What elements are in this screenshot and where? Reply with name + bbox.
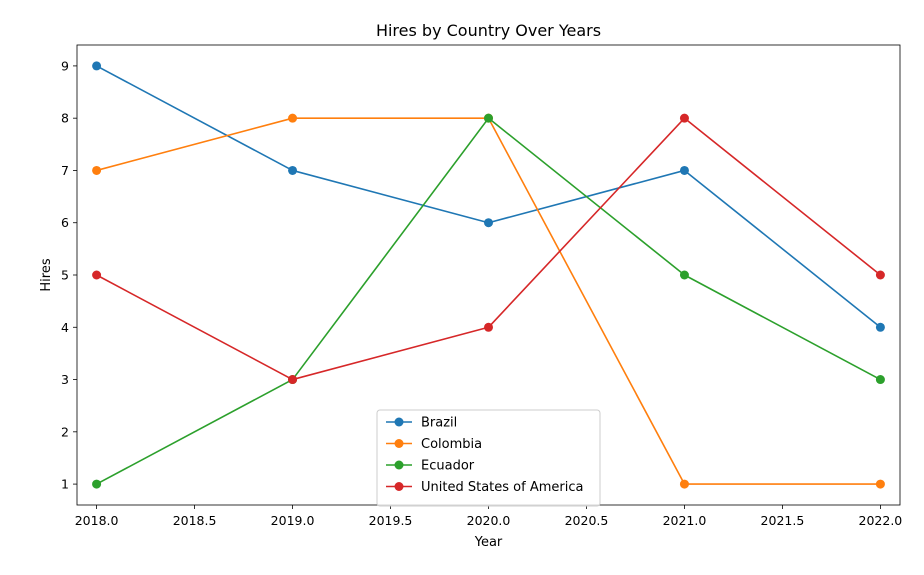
x-tick-label: 2018.0 <box>75 513 119 528</box>
data-point <box>288 113 298 123</box>
y-axis-label: Hires <box>39 258 54 291</box>
data-point <box>679 165 689 175</box>
y-axis: 1 2 3 4 5 6 7 8 9 <box>61 58 77 492</box>
data-point <box>875 479 885 489</box>
y-tick-label: 9 <box>61 58 69 73</box>
legend-label: Brazil <box>421 416 457 431</box>
series-layer <box>92 61 885 489</box>
legend-label: Ecuador <box>421 459 475 474</box>
y-tick-label: 6 <box>61 215 69 230</box>
data-point <box>288 375 298 385</box>
legend: Brazil Colombia Ecuador United States of Am… <box>376 409 601 507</box>
data-point <box>679 270 689 280</box>
y-tick-label: 2 <box>61 424 69 439</box>
legend-swatch-marker <box>394 417 404 427</box>
data-point <box>875 270 885 280</box>
x-tick-label: 2019.0 <box>271 513 315 528</box>
x-tick-label: 2022.0 <box>859 513 903 528</box>
y-tick-label: 5 <box>61 268 69 283</box>
data-point <box>92 165 102 175</box>
data-point <box>484 218 493 228</box>
data-point <box>679 479 689 489</box>
y-tick-label: 7 <box>61 163 69 178</box>
data-point <box>484 322 493 332</box>
data-point <box>92 479 102 489</box>
legend-swatch-marker <box>394 439 404 448</box>
y-tick-label: 1 <box>61 477 69 492</box>
legend-box <box>376 409 601 507</box>
x-tick-label: 2019.5 <box>369 513 413 528</box>
data-point <box>92 270 102 280</box>
legend-label: United States of America <box>421 480 583 495</box>
series-line <box>96 65 881 328</box>
legend-swatch-marker <box>394 482 404 491</box>
y-tick-label: 8 <box>61 111 69 126</box>
data-point <box>875 375 885 385</box>
x-tick-label: 2021.0 <box>663 513 707 528</box>
x-tick-label: 2020.5 <box>565 513 609 528</box>
legend-item: Colombia <box>386 437 482 452</box>
x-tick-label: 2018.5 <box>173 513 217 528</box>
legend-swatch-marker <box>394 460 404 470</box>
x-axis: 2018.0 2018.5 2019.0 2019.5 2020.0 2020.5 2021… <box>75 505 903 528</box>
data-point <box>484 113 493 123</box>
data-point <box>679 113 689 123</box>
series-brazil <box>92 61 885 332</box>
y-tick-label: 3 <box>61 372 69 387</box>
x-axis-label: Year <box>474 535 503 550</box>
x-tick-label: 2021.5 <box>761 513 805 528</box>
legend-label: Colombia <box>421 437 482 452</box>
data-point <box>288 165 298 175</box>
legend-item: United States of America <box>386 480 583 495</box>
legend-item: Brazil <box>386 416 457 431</box>
data-point <box>875 322 885 332</box>
series-line <box>96 117 881 381</box>
chart-title: Hires by Country Over Years <box>376 21 601 40</box>
x-tick-label: 2020.0 <box>467 513 511 528</box>
legend-item: Ecuador <box>386 459 475 474</box>
data-point <box>92 61 102 71</box>
y-tick-label: 4 <box>61 320 69 335</box>
series-united-states-of-america <box>92 113 885 385</box>
